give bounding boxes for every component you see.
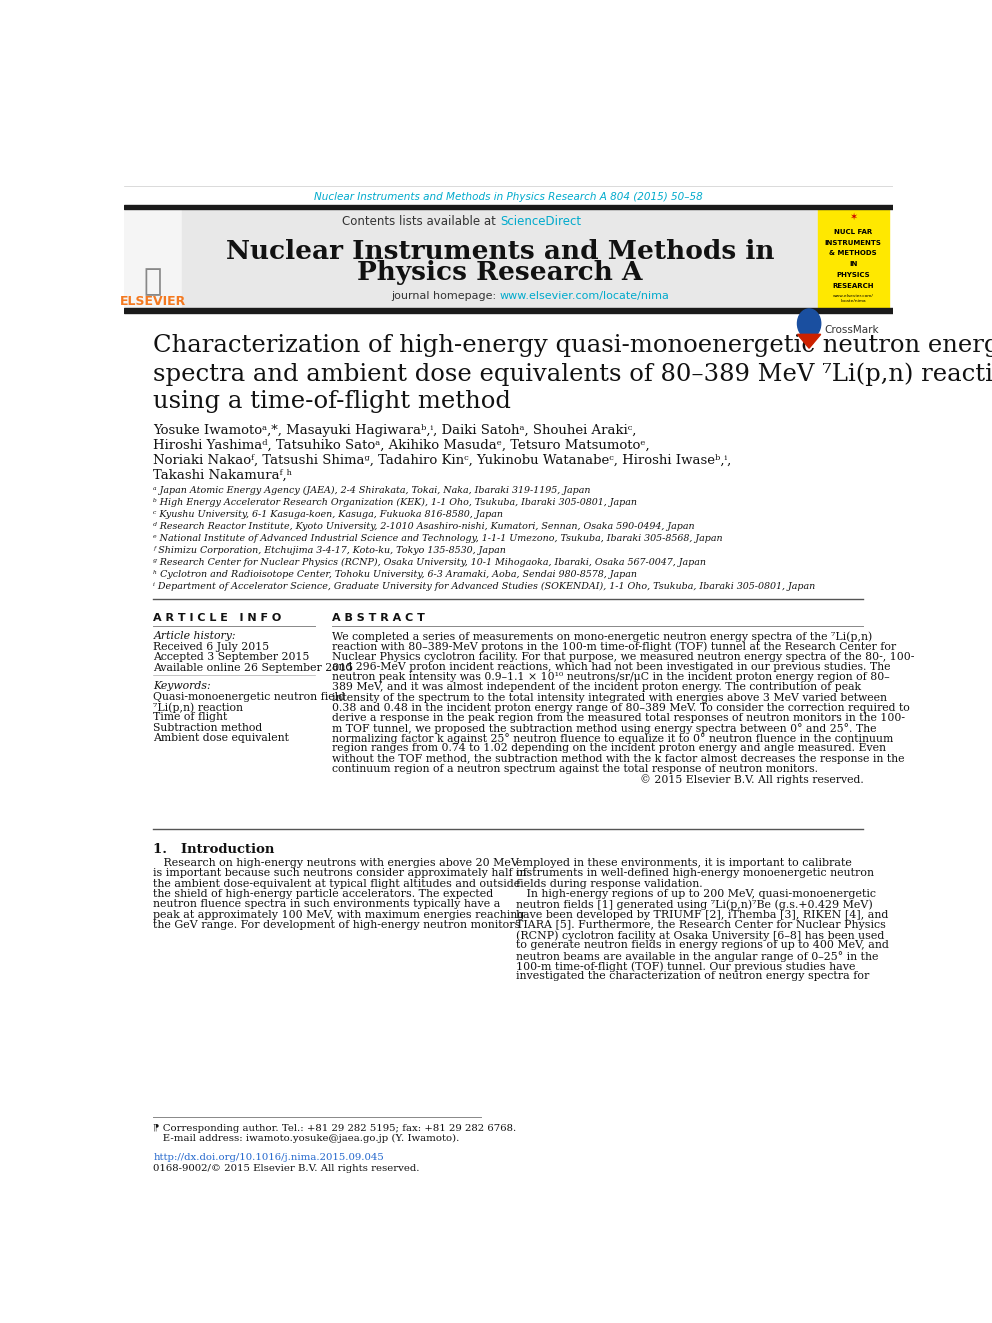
Text: Subtraction method: Subtraction method [154, 722, 263, 733]
Text: and 296-MeV proton incident reactions, which had not been investigated in our pr: and 296-MeV proton incident reactions, w… [331, 662, 890, 672]
Text: RESEARCH: RESEARCH [832, 283, 874, 288]
Text: journal homepage:: journal homepage: [391, 291, 500, 300]
Text: ᶜ Kyushu University, 6-1 Kasuga-koen, Kasuga, Fukuoka 816-8580, Japan: ᶜ Kyushu University, 6-1 Kasuga-koen, Ka… [154, 509, 504, 519]
Text: ScienceDirect: ScienceDirect [500, 216, 581, 229]
Ellipse shape [798, 308, 820, 339]
Text: NUCL FAR: NUCL FAR [834, 229, 872, 235]
Text: have been developed by TRIUMF [2], iThemba [3], RIKEN [4], and: have been developed by TRIUMF [2], iThem… [516, 909, 889, 919]
Text: We completed a series of measurements on mono-energetic neutron energy spectra o: We completed a series of measurements on… [331, 631, 872, 642]
Text: is important because such neutrons consider approximately half of: is important because such neutrons consi… [154, 868, 528, 878]
Text: A B S T R A C T: A B S T R A C T [331, 613, 425, 623]
Text: Yosuke Iwamotoᵃ,*, Masayuki Hagiwaraᵇ,ⁱ, Daiki Satohᵃ, Shouhei Arakiᶜ,: Yosuke Iwamotoᵃ,*, Masayuki Hagiwaraᵇ,ⁱ,… [154, 425, 637, 438]
Text: Accepted 3 September 2015: Accepted 3 September 2015 [154, 652, 310, 663]
Text: ᵈ Research Reactor Institute, Kyoto University, 2-1010 Asashiro-nishi, Kumatori,: ᵈ Research Reactor Institute, Kyoto Univ… [154, 521, 695, 531]
Text: normalizing factor k against 25° neutron fluence to equalize it to 0° neutron fl: normalizing factor k against 25° neutron… [331, 733, 893, 744]
Text: ⁋ Corresponding author. Tel.: +81 29 282 5195; fax: +81 29 282 6768.: ⁋ Corresponding author. Tel.: +81 29 282… [154, 1123, 517, 1132]
Text: Article history:: Article history: [154, 631, 236, 640]
Text: investigated the characterization of neutron energy spectra for: investigated the characterization of neu… [516, 971, 870, 982]
Text: ᶠ Shimizu Corporation, Etchujima 3-4-17, Koto-ku, Tokyo 135-8530, Japan: ᶠ Shimizu Corporation, Etchujima 3-4-17,… [154, 545, 506, 554]
Text: IN: IN [849, 261, 857, 267]
Text: Nuclear Instruments and Methods in Physics Research A 804 (2015) 50–58: Nuclear Instruments and Methods in Physi… [314, 192, 702, 202]
Text: the shield of high-energy particle accelerators. The expected: the shield of high-energy particle accel… [154, 889, 494, 898]
Text: Available online 26 September 2015: Available online 26 September 2015 [154, 663, 353, 673]
Text: Received 6 July 2015: Received 6 July 2015 [154, 642, 270, 651]
Text: fields during response validation.: fields during response validation. [516, 878, 702, 889]
Text: 1.   Introduction: 1. Introduction [154, 843, 275, 856]
Text: http://dx.doi.org/10.1016/j.nima.2015.09.045: http://dx.doi.org/10.1016/j.nima.2015.09… [154, 1152, 384, 1162]
Text: employed in these environments, it is important to calibrate: employed in these environments, it is im… [516, 857, 852, 868]
Text: without the TOF method, the subtraction method with the k factor almost decrease: without the TOF method, the subtraction … [331, 754, 904, 763]
Text: Quasi-monoenergetic neutron field: Quasi-monoenergetic neutron field [154, 692, 345, 701]
Text: ᵍ Research Center for Nuclear Physics (RCNP), Osaka University, 10-1 Mihogaoka, : ᵍ Research Center for Nuclear Physics (R… [154, 557, 706, 566]
Text: In high-energy regions of up to 200 MeV, quasi-monoenergetic: In high-energy regions of up to 200 MeV,… [516, 889, 876, 898]
Text: spectra and ambient dose equivalents of 80–389 MeV ⁷Li(p,n) reactions: spectra and ambient dose equivalents of … [154, 363, 992, 385]
Text: 100-m time-of-flight (TOF) tunnel. Our previous studies have: 100-m time-of-flight (TOF) tunnel. Our p… [516, 960, 856, 971]
Text: Keywords:: Keywords: [154, 681, 211, 691]
Text: ELSEVIER: ELSEVIER [120, 295, 186, 308]
Text: Nuclear Physics cyclotron facility. For that purpose, we measured neutron energy: Nuclear Physics cyclotron facility. For … [331, 652, 914, 662]
Bar [124, 205, 893, 209]
Text: Time of flight: Time of flight [154, 712, 228, 722]
Polygon shape [798, 335, 820, 348]
Text: Research on high-energy neutrons with energies above 20 MeV: Research on high-energy neutrons with en… [154, 857, 520, 868]
Text: ᵉ National Institute of Advanced Industrial Science and Technology, 1-1-1 Umezon: ᵉ National Institute of Advanced Industr… [154, 533, 723, 542]
Text: 389 MeV, and it was almost independent of the incident proton energy. The contri: 389 MeV, and it was almost independent o… [331, 683, 861, 692]
Text: to generate neutron fields in energy regions of up to 400 MeV, and: to generate neutron fields in energy reg… [516, 941, 889, 950]
Text: 0168-9002/© 2015 Elsevier B.V. All rights reserved.: 0168-9002/© 2015 Elsevier B.V. All right… [154, 1164, 420, 1174]
Text: ᵃ Japan Atomic Energy Agency (JAEA), 2-4 Shirakata, Tokai, Naka, Ibaraki 319-119: ᵃ Japan Atomic Energy Agency (JAEA), 2-4… [154, 486, 591, 495]
Text: Characterization of high-energy quasi-monoenergetic neutron energy: Characterization of high-energy quasi-mo… [154, 335, 992, 357]
Text: derive a response in the peak region from the measured total responses of neutro: derive a response in the peak region fro… [331, 713, 905, 722]
Bar [124, 209, 183, 308]
Text: ʰ Cyclotron and Radioisotope Center, Tohoku University, 6-3 Aramaki, Aoba, Senda: ʰ Cyclotron and Radioisotope Center, Toh… [154, 570, 638, 578]
Text: instruments in well-defined high-energy monoenergetic neutron: instruments in well-defined high-energy … [516, 868, 874, 878]
Text: ⬛: ⬛ [144, 267, 162, 296]
Text: CrossMark: CrossMark [824, 324, 879, 335]
Text: Ambient dose equivalent: Ambient dose equivalent [154, 733, 290, 744]
Text: reaction with 80–389-MeV protons in the 100-m time-of-flight (TOF) tunnel at the: reaction with 80–389-MeV protons in the … [331, 642, 896, 652]
Text: PHYSICS: PHYSICS [836, 273, 870, 278]
Text: peak at approximately 100 MeV, with maximum energies reaching: peak at approximately 100 MeV, with maxi… [154, 909, 525, 919]
Text: © 2015 Elsevier B.V. All rights reserved.: © 2015 Elsevier B.V. All rights reserved… [640, 774, 863, 785]
Text: TIARA [5]. Furthermore, the Research Center for Nuclear Physics: TIARA [5]. Furthermore, the Research Cen… [516, 919, 886, 930]
Text: INSTRUMENTS: INSTRUMENTS [824, 239, 882, 246]
Text: ✶: ✶ [849, 212, 857, 222]
Text: Nuclear Instruments and Methods in: Nuclear Instruments and Methods in [225, 238, 774, 263]
Text: www.elsevier.com/locate/nima: www.elsevier.com/locate/nima [500, 291, 670, 300]
Text: www.elsevier.com/
locate/nima: www.elsevier.com/ locate/nima [833, 295, 874, 303]
Text: the GeV range. For development of high-energy neutron monitors: the GeV range. For development of high-e… [154, 919, 521, 930]
Text: Noriaki Nakaoᶠ, Tatsushi Shimaᵍ, Tadahiro Kinᶜ, Yukinobu Watanabeᶜ, Hiroshi Iwas: Noriaki Nakaoᶠ, Tatsushi Shimaᵍ, Tadahir… [154, 454, 732, 467]
Text: Physics Research A: Physics Research A [357, 261, 643, 286]
Text: ⁷Li(p,n) reaction: ⁷Li(p,n) reaction [154, 703, 243, 713]
Text: neutron beams are available in the angular range of 0–25° in the: neutron beams are available in the angul… [516, 951, 879, 962]
Text: m TOF tunnel, we proposed the subtraction method using energy spectra between 0°: m TOF tunnel, we proposed the subtractio… [331, 722, 876, 734]
Text: & METHODS: & METHODS [829, 250, 877, 257]
Text: neutron fluence spectra in such environments typically have a: neutron fluence spectra in such environm… [154, 900, 501, 909]
Text: region ranges from 0.74 to 1.02 depending on the incident proton energy and angl: region ranges from 0.74 to 1.02 dependin… [331, 744, 886, 753]
Text: (RCNP) cyclotron facility at Osaka University [6–8] has been used: (RCNP) cyclotron facility at Osaka Unive… [516, 930, 885, 941]
Text: neutron fields [1] generated using ⁷Li(p,n)⁷Be (g.s.+0.429 MeV): neutron fields [1] generated using ⁷Li(p… [516, 900, 873, 910]
Text: E-mail address: iwamoto.yosuke@jaea.go.jp (Y. Iwamoto).: E-mail address: iwamoto.yosuke@jaea.go.j… [154, 1134, 460, 1143]
Text: Hiroshi Yashimaᵈ, Tatsuhiko Satoᵃ, Akihiko Masudaᵉ, Tetsuro Matsumotoᵉ,: Hiroshi Yashimaᵈ, Tatsuhiko Satoᵃ, Akihi… [154, 439, 650, 452]
Bar [183, 209, 817, 308]
Text: neutron peak intensity was 0.9–1.1 × 10¹⁰ neutrons/sr/μC in the incident proton : neutron peak intensity was 0.9–1.1 × 10¹… [331, 672, 890, 683]
Text: 0.38 and 0.48 in the incident proton energy range of 80–389 MeV. To consider the: 0.38 and 0.48 in the incident proton ene… [331, 703, 910, 713]
Text: ᵇ High Energy Accelerator Research Organization (KEK), 1-1 Oho, Tsukuba, Ibaraki: ᵇ High Energy Accelerator Research Organ… [154, 497, 638, 507]
Text: continuum region of a neutron spectrum against the total response of neutron mon: continuum region of a neutron spectrum a… [331, 763, 817, 774]
Bar [817, 209, 889, 308]
Text: Contents lists available at: Contents lists available at [342, 216, 500, 229]
Text: intensity of the spectrum to the total intensity integrated with energies above : intensity of the spectrum to the total i… [331, 692, 887, 703]
Text: A R T I C L E   I N F O: A R T I C L E I N F O [154, 613, 282, 623]
Bar [124, 308, 893, 312]
Text: Takashi Nakamuraᶠ,ʰ: Takashi Nakamuraᶠ,ʰ [154, 468, 293, 482]
Text: using a time-of-flight method: using a time-of-flight method [154, 390, 511, 413]
Text: the ambient dose-equivalent at typical flight altitudes and outside: the ambient dose-equivalent at typical f… [154, 878, 521, 889]
Text: ⁱ Department of Accelerator Science, Graduate University for Advanced Studies (S: ⁱ Department of Accelerator Science, Gra… [154, 582, 815, 590]
